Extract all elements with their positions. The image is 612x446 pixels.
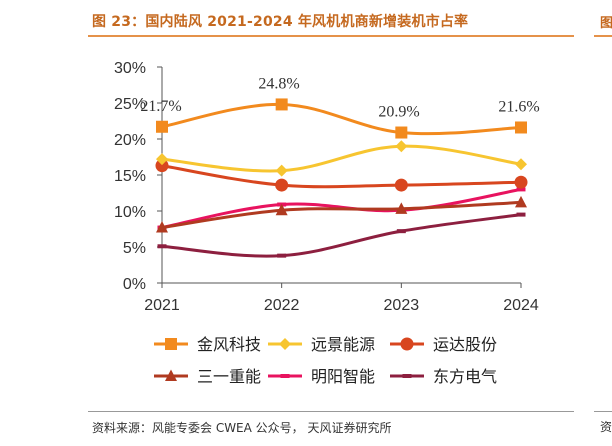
y-tick-label: 20% xyxy=(114,132,146,149)
source-note: 资料来源：风能专委会 CWEA 公众号， 天风证券研究所 xyxy=(92,421,392,435)
data-point-goldwind xyxy=(515,121,527,134)
data-point-sany xyxy=(275,203,288,216)
series-line-dongfang xyxy=(161,213,522,258)
title-rule-right xyxy=(594,35,612,37)
data-label: 21.7% xyxy=(140,98,181,115)
data-point-dongfang xyxy=(157,244,167,249)
legend-label-dongfang: 东方电气 xyxy=(433,367,497,386)
data-point-envision xyxy=(275,164,288,177)
data-label: 20.9% xyxy=(378,104,419,121)
data-point-mingyang xyxy=(516,187,526,192)
data-point-windey xyxy=(275,178,289,192)
y-tick-label: 25% xyxy=(114,96,146,113)
source-rule-right xyxy=(594,411,612,412)
figure-title: 图 23：国内陆风 2021-2024 年风机机商新增装机市占率 xyxy=(92,14,469,30)
legend-label-sany: 三一重能 xyxy=(197,367,261,386)
data-point-windey xyxy=(514,175,528,189)
title-rule xyxy=(88,35,574,37)
data-point-sany xyxy=(156,221,168,233)
data-point-goldwind xyxy=(156,120,168,133)
legend-marker-mingyang xyxy=(280,374,290,378)
legend-marker-windey xyxy=(400,337,414,351)
data-label: 24.8% xyxy=(258,75,299,92)
y-tick-label: 15% xyxy=(114,168,146,185)
x-tick-label: 2024 xyxy=(503,297,539,314)
data-point-dongfang xyxy=(396,229,406,234)
y-tick-label: 10% xyxy=(114,204,146,221)
data-label: 21.6% xyxy=(498,98,539,115)
legend-label-mingyang: 明阳智能 xyxy=(311,367,375,386)
legend-label-goldwind: 金风科技 xyxy=(197,335,261,354)
data-point-envision xyxy=(156,153,168,166)
data-point-envision xyxy=(515,158,527,171)
adjacent-source-fragment: 资 xyxy=(600,420,612,434)
data-point-goldwind xyxy=(275,98,288,111)
data-point-envision xyxy=(395,140,408,153)
y-tick-label: 30% xyxy=(114,60,146,77)
legend-marker-dongfang xyxy=(402,374,412,378)
data-point-dongfang xyxy=(277,253,287,258)
legend-label-envision: 远景能源 xyxy=(311,335,375,354)
legend-marker-envision xyxy=(279,338,291,350)
legend-label-windey: 运达股份 xyxy=(433,335,497,354)
data-point-goldwind xyxy=(395,126,408,139)
source-rule xyxy=(88,411,574,412)
legend-marker-sany xyxy=(165,369,177,381)
y-tick-label: 5% xyxy=(123,240,146,257)
x-tick-label: 2023 xyxy=(384,297,420,314)
data-point-dongfang xyxy=(516,212,526,217)
series-line-sany xyxy=(161,200,522,230)
adjacent-figure-title-fragment: 图 xyxy=(600,16,612,31)
x-tick-label: 2021 xyxy=(144,297,180,314)
data-point-sany xyxy=(515,195,527,208)
series-line-goldwind xyxy=(161,102,522,136)
data-point-windey xyxy=(394,178,408,192)
data-point-sany xyxy=(395,202,408,214)
legend-marker-goldwind xyxy=(165,338,177,350)
y-tick-label: 0% xyxy=(123,276,146,293)
data-point-windey xyxy=(155,159,169,173)
x-tick-label: 2022 xyxy=(264,297,300,314)
series-line-windey xyxy=(161,164,522,189)
series-line-envision xyxy=(161,144,522,173)
series-line-mingyang xyxy=(161,187,522,230)
